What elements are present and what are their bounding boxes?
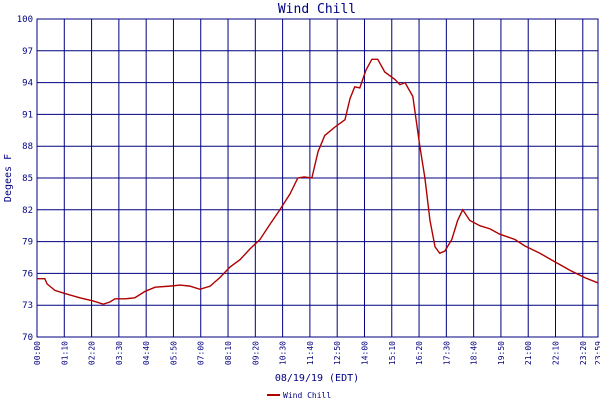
y-tick-label: 100 <box>17 15 33 25</box>
x-tick-label: 17:30 <box>442 341 451 365</box>
x-tick-label: 18:40 <box>470 341 479 365</box>
x-tick-label: 22:10 <box>552 341 561 365</box>
x-tick-label: 02:20 <box>88 341 97 365</box>
x-tick-label: 23:20 <box>579 341 588 365</box>
y-tick-label: 85 <box>22 174 33 184</box>
y-tick-label: 91 <box>22 110 33 120</box>
x-tick-label: 05:50 <box>169 341 178 365</box>
x-tick-label: 01:10 <box>60 341 69 365</box>
y-tick-label: 94 <box>22 79 33 89</box>
x-tick-label: 16:20 <box>415 341 424 365</box>
x-axis-label: 08/19/19 (EDT) <box>275 373 359 384</box>
x-tick-label: 00:00 <box>33 341 42 365</box>
x-tick-label: 21:00 <box>524 341 533 365</box>
x-tick-label: 09:20 <box>251 341 260 365</box>
x-tick-label: 11:40 <box>306 341 315 365</box>
y-axis-label: Degees F <box>3 154 14 202</box>
x-tick-label: 15:10 <box>388 341 397 365</box>
x-tick-label: 12:50 <box>333 341 342 365</box>
y-tick-label: 70 <box>22 333 33 343</box>
y-tick-label: 88 <box>22 142 33 152</box>
x-tick-label: 04:40 <box>142 341 151 365</box>
y-tick-label: 76 <box>22 269 33 279</box>
x-tick-label: 14:00 <box>360 341 369 365</box>
x-tick-label: 10:30 <box>279 341 288 365</box>
y-tick-label: 73 <box>22 301 33 311</box>
chart-title: Wind Chill <box>278 2 356 17</box>
legend-label: Wind Chill <box>283 391 331 400</box>
data-line <box>37 58 599 305</box>
x-tick-label: 08:10 <box>224 341 233 365</box>
y-tick-label: 79 <box>22 238 33 248</box>
x-tick-label: 19:50 <box>497 341 506 365</box>
y-tick-label: 97 <box>22 47 33 57</box>
x-tick-label: 03:30 <box>115 341 124 365</box>
x-tick-label: 23:59 <box>594 341 600 365</box>
y-tick-label: 82 <box>22 206 33 216</box>
x-tick-label: 07:00 <box>197 341 206 365</box>
